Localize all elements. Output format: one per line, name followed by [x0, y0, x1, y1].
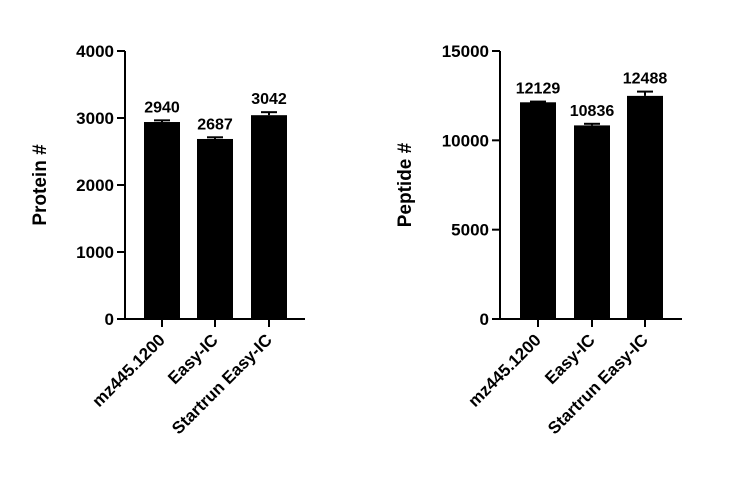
protein-chart: 29402687304201000200030004000mz445.1200E… [30, 42, 305, 438]
bar [144, 122, 180, 320]
bar [627, 95, 663, 319]
bar [251, 115, 287, 319]
y-tick-label: 0 [105, 310, 114, 329]
data-label: 12488 [623, 71, 668, 88]
bar [574, 125, 610, 320]
y-tick-label: 10000 [442, 131, 489, 150]
y-tick-label: 1000 [76, 243, 114, 262]
x-tick-label: mz445.1200 [89, 330, 169, 410]
y-tick-label: 0 [480, 310, 489, 329]
y-tick-label: 4000 [76, 42, 114, 61]
y-axis-title: Protein # [30, 144, 51, 226]
y-tick-label: 2000 [76, 176, 114, 195]
data-label: 3042 [251, 91, 287, 108]
data-label: 2940 [144, 99, 180, 116]
x-tick-label: Startrun Easy-IC [544, 330, 652, 438]
data-label: 12129 [516, 81, 561, 98]
bar [197, 138, 233, 319]
y-tick-label: 5000 [451, 221, 489, 240]
y-tick-label: 15000 [442, 42, 489, 61]
x-tick-label: mz445.1200 [465, 330, 545, 410]
x-tick-label: Startrun Easy-IC [168, 330, 276, 438]
y-tick-label: 3000 [76, 109, 114, 128]
y-axis-title: Peptide # [395, 142, 416, 227]
data-label: 10836 [570, 103, 615, 120]
peptide-chart: 12129 10836 12488 0 5000 10000 15000 mz445.1200… [395, 42, 682, 438]
bar [520, 102, 556, 319]
data-label: 2687 [197, 116, 233, 133]
